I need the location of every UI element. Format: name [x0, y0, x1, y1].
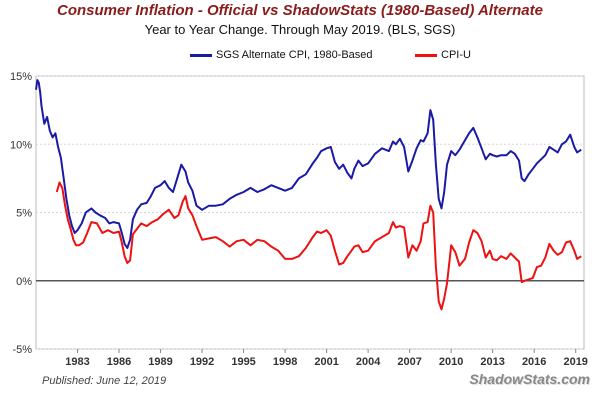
legend-item-sgs: SGS Alternate CPI, 1980-Based: [190, 49, 373, 61]
legend-label-sgs: SGS Alternate CPI, 1980-Based: [216, 49, 373, 61]
series-line-sgs: [35, 79, 582, 249]
x-tick-label: 2001: [314, 356, 338, 368]
brand-logo-text: ShadowStats.com: [469, 371, 590, 387]
x-tick-label: 2004: [356, 356, 381, 368]
x-tick-label: 1995: [231, 356, 255, 368]
y-tick-label: -5%: [12, 344, 32, 356]
x-tick-label: 2016: [522, 356, 546, 368]
legend-swatch-sgs: [190, 53, 212, 57]
x-tick-label: 2010: [439, 356, 463, 368]
x-tick-label: 2007: [397, 356, 421, 368]
legend-swatch-cpiu: [415, 53, 437, 57]
x-tick-label: 1986: [107, 356, 131, 368]
legend-label-cpiu: CPI-U: [441, 49, 471, 61]
x-tick-label: 1989: [148, 356, 172, 368]
legend: SGS Alternate CPI, 1980-Based CPI-U: [0, 49, 600, 65]
y-tick-label: 5%: [16, 208, 32, 220]
series-line-cpiu: [55, 181, 582, 311]
y-tick-label: 10%: [10, 139, 32, 151]
chart-title: Consumer Inflation - Official vs ShadowS…: [57, 2, 543, 19]
x-tick-label: 1992: [190, 356, 214, 368]
x-tick-label: 1998: [273, 356, 297, 368]
published-date: Published: June 12, 2019: [42, 375, 167, 387]
y-tick-label: 0%: [16, 276, 32, 288]
y-tick-label: 15%: [10, 71, 32, 83]
x-tick-label: 1983: [65, 356, 89, 368]
x-tick-label: 2013: [480, 356, 504, 368]
chart-subtitle: Year to Year Change. Through May 2019. (…: [144, 22, 456, 37]
x-tick-label: 2019: [563, 356, 587, 368]
legend-item-cpiu: CPI-U: [415, 49, 471, 61]
